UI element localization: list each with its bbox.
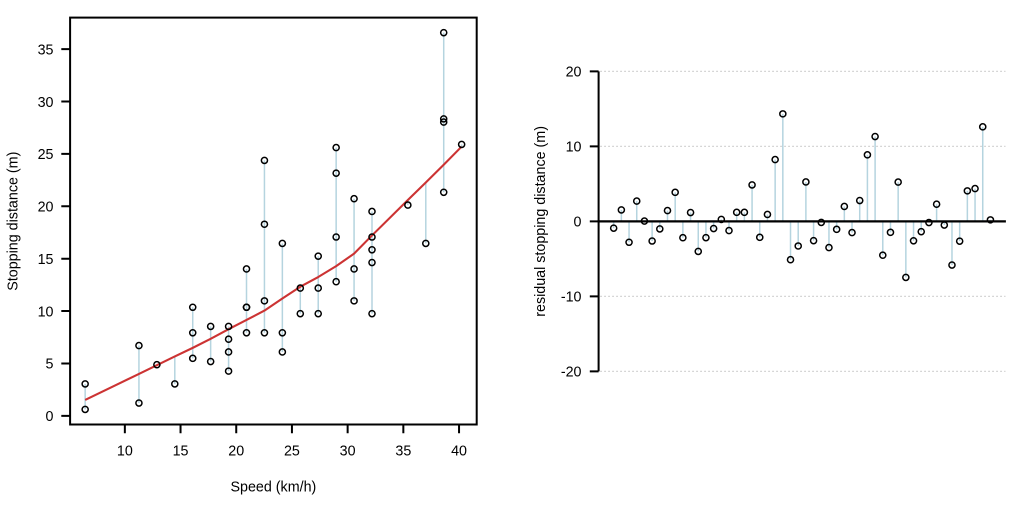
svg-text:35: 35 [395, 444, 411, 460]
svg-text:35: 35 [38, 42, 54, 58]
svg-text:0: 0 [46, 409, 54, 425]
svg-text:25: 25 [38, 147, 54, 163]
svg-text:10: 10 [117, 444, 133, 460]
svg-text:5: 5 [46, 357, 54, 373]
svg-text:15: 15 [173, 444, 189, 460]
svg-text:20: 20 [38, 200, 54, 216]
svg-text:-10: -10 [561, 290, 582, 306]
svg-text:30: 30 [340, 444, 356, 460]
svg-text:residual stopping distance (m): residual stopping distance (m) [533, 126, 549, 317]
svg-text:15: 15 [38, 252, 54, 268]
svg-text:30: 30 [38, 95, 54, 111]
svg-text:Speed (km/h): Speed (km/h) [230, 480, 316, 496]
svg-text:0: 0 [574, 215, 582, 231]
svg-text:10: 10 [566, 140, 582, 156]
svg-text:10: 10 [38, 304, 54, 320]
svg-text:40: 40 [451, 444, 467, 460]
svg-text:20: 20 [566, 65, 582, 81]
svg-text:Stopping distance (m): Stopping distance (m) [6, 152, 22, 291]
svg-text:25: 25 [284, 444, 300, 460]
svg-text:-20: -20 [561, 365, 582, 381]
svg-text:20: 20 [228, 444, 244, 460]
